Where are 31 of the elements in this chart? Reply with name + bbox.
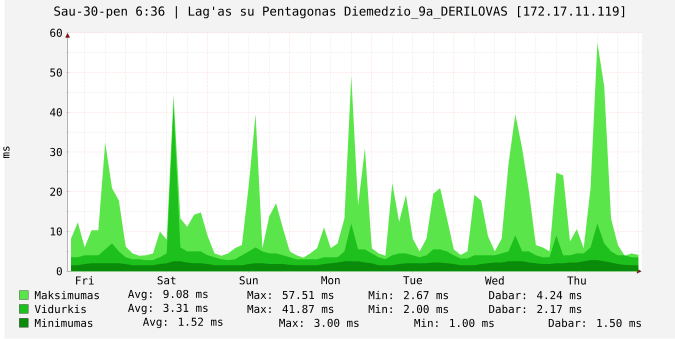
text: Avg: 3.31 ms xyxy=(128,304,208,314)
text: Dabar: 1.50 ms xyxy=(548,318,641,328)
y-tick-label: 50 xyxy=(50,68,62,77)
text: Max: 41.87 ms xyxy=(247,304,334,314)
y-tick-label: 40 xyxy=(50,108,62,116)
y-tick-label: 0 xyxy=(56,267,62,276)
y-axis-title: ms xyxy=(3,146,10,158)
chart-title: Sau-30-pen 6:36 | Lag'as su Pentagonas Diemedzio_9a_DERILOVAS [172.17.11.119] xyxy=(54,6,624,19)
y-tick-label: 10 xyxy=(50,227,62,236)
text: Dabar: 2.17 ms xyxy=(489,304,582,314)
x-tick-label: Tue xyxy=(403,276,422,284)
x-tick-label: Thu xyxy=(567,276,586,285)
legend-label: Vidurkis xyxy=(34,304,86,314)
x-tick-label: Wed xyxy=(484,276,504,285)
text: Dabar: 4.24 ms xyxy=(489,290,582,300)
text: Min: 2.67 ms xyxy=(368,290,448,300)
y-tick-label: 20 xyxy=(50,188,62,196)
text: Max: 57.51 ms xyxy=(247,291,334,300)
text: Min: 2.00 ms xyxy=(368,304,448,314)
text: Avg: 1.52 ms xyxy=(142,318,222,328)
legend-label: Minimumas xyxy=(34,318,92,328)
text: Max: 3.00 ms xyxy=(279,318,359,328)
x-tick-label: Sun xyxy=(240,276,258,285)
legend-label: Maksimumas xyxy=(34,290,99,300)
text: Avg: 9.08 ms xyxy=(128,290,208,300)
x-tick-label: Sat xyxy=(158,276,176,285)
x-tick-label: Mon xyxy=(321,276,340,284)
text: Min: 1.00 ms xyxy=(414,318,494,328)
y-tick-label: 30 xyxy=(50,148,62,156)
x-tick-label: Fri xyxy=(76,276,94,285)
y-tick-label: 60 xyxy=(50,28,62,38)
